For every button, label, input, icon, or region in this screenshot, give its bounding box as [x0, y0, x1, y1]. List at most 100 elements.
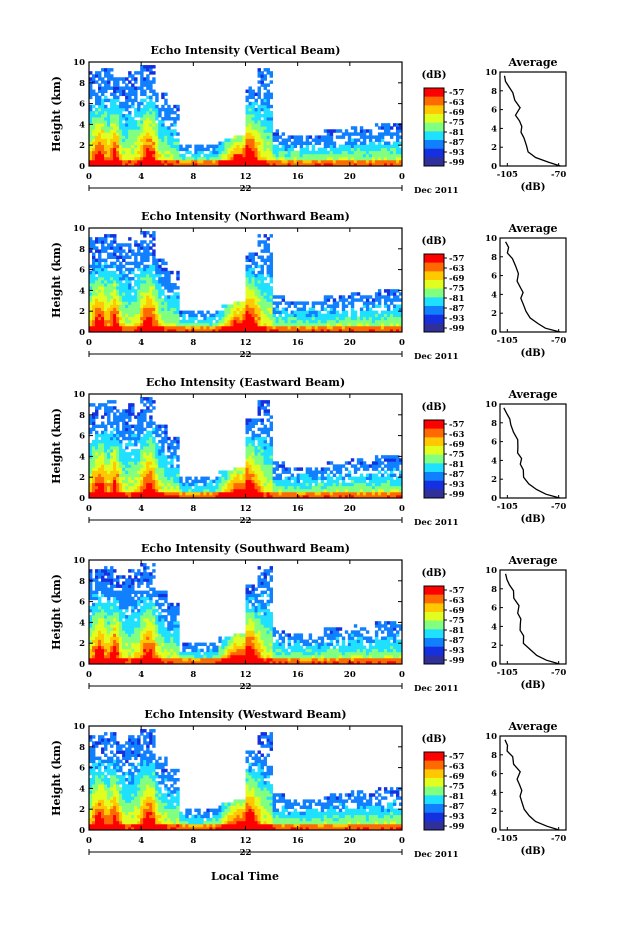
heatmap-cell — [164, 483, 167, 486]
heatmap-cell — [321, 470, 324, 473]
heatmap-cell — [95, 455, 98, 458]
heatmap-cell — [119, 280, 122, 283]
heatmap-cell — [110, 295, 113, 298]
heatmap-cell — [264, 111, 267, 114]
heatmap-cell — [239, 311, 242, 314]
heatmap-cell — [333, 467, 336, 470]
heatmap-cell — [252, 480, 255, 483]
heatmap-cell — [152, 259, 155, 262]
heatmap-cell — [345, 151, 348, 154]
heatmap-cell — [116, 480, 119, 483]
heatmap-cell — [206, 477, 209, 480]
heatmap-cell — [333, 323, 336, 326]
heatmap-cell — [146, 434, 149, 437]
heatmap-cell — [164, 151, 167, 154]
heatmap-cell — [149, 446, 152, 449]
heatmap-cell — [152, 480, 155, 483]
heatmap-cell — [119, 323, 122, 326]
heatmap-cell — [104, 464, 107, 467]
heatmap-cell — [288, 326, 291, 329]
heatmap-cell — [122, 249, 125, 252]
heatmap-cells — [89, 231, 402, 332]
heatmap-cell — [101, 280, 104, 283]
heatmap-cell — [110, 117, 113, 120]
heatmap-cell — [95, 474, 98, 477]
heatmap-cell — [182, 489, 185, 492]
heatmap-cell — [155, 129, 158, 132]
heatmap-cell — [158, 486, 161, 489]
heatmap-cell — [140, 77, 143, 80]
heatmap-cell — [351, 314, 354, 317]
heatmap-cell — [327, 492, 330, 495]
heatmap-cell — [134, 142, 137, 145]
heatmap-cell — [98, 449, 101, 452]
heatmap-cell — [239, 489, 242, 492]
heatmap-cell — [270, 154, 273, 157]
heatmap-cell — [101, 326, 104, 329]
heatmap-cell — [128, 256, 131, 259]
heatmap-cell — [116, 117, 119, 120]
heatmap-cell — [209, 326, 212, 329]
heatmap-cell — [342, 154, 345, 157]
heatmap-cell — [122, 317, 125, 320]
heatmap-cell — [110, 274, 113, 277]
colorbar-swatch — [424, 481, 444, 490]
heatmap-cell — [95, 277, 98, 280]
heatmap-cell — [161, 117, 164, 120]
heatmap-cell — [381, 135, 384, 138]
heatmap-cell — [143, 83, 146, 86]
heatmap-cell — [270, 123, 273, 126]
heatmap-cell — [95, 298, 98, 301]
heatmap-cell — [179, 326, 182, 329]
heatmap-cell — [249, 259, 252, 262]
heatmap-cell — [131, 314, 134, 317]
heatmap-cell — [387, 314, 390, 317]
heatmap-cell — [242, 138, 245, 141]
heatmap-cell — [261, 132, 264, 135]
heatmap-cell — [110, 492, 113, 495]
heatmap-cell — [218, 323, 221, 326]
heatmap-cell — [273, 157, 276, 160]
heatmap-cell — [146, 157, 149, 160]
heatmap-cell — [270, 259, 273, 262]
heatmap-cell — [101, 154, 104, 157]
heatmap-cell — [387, 132, 390, 135]
heatmap-cell — [149, 151, 152, 154]
heatmap-cell — [270, 71, 273, 74]
heatmap-cell — [294, 138, 297, 141]
heatmap-cell — [197, 311, 200, 314]
heatmap-cell — [98, 126, 101, 129]
heatmap-cell — [128, 154, 131, 157]
heatmap-cell — [282, 326, 285, 329]
heatmap-cell — [246, 320, 249, 323]
heatmap-cell — [122, 418, 125, 421]
heatmap-cell — [351, 489, 354, 492]
heatmap-cell — [104, 237, 107, 240]
x-tick-label: 0 — [86, 504, 92, 514]
heatmap-cell — [363, 480, 366, 483]
heatmap-cell — [351, 160, 354, 163]
heatmap-cell — [116, 142, 119, 145]
heatmap-cell — [224, 486, 227, 489]
heatmap-cell — [119, 474, 122, 477]
heatmap-cell — [354, 326, 357, 329]
heatmap-cell — [134, 483, 137, 486]
heatmap-cell — [285, 317, 288, 320]
heatmap-cell — [384, 298, 387, 301]
heatmap-cell — [270, 483, 273, 486]
heatmap-cell — [372, 461, 375, 464]
heatmap-cell — [134, 259, 137, 262]
heatmap-cell — [351, 317, 354, 320]
heatmap-cell — [306, 138, 309, 141]
heatmap-cell — [98, 467, 101, 470]
heatmap-cell — [264, 489, 267, 492]
heatmap-cell — [387, 489, 390, 492]
heatmap-cell — [185, 486, 188, 489]
heatmap-cell — [375, 295, 378, 298]
heatmap-cell — [170, 271, 173, 274]
heatmap-cell — [125, 458, 128, 461]
heatmap-cell — [258, 80, 261, 83]
heatmap-cell — [158, 314, 161, 317]
heatmap-cell — [161, 311, 164, 314]
heatmap-cell — [110, 86, 113, 89]
